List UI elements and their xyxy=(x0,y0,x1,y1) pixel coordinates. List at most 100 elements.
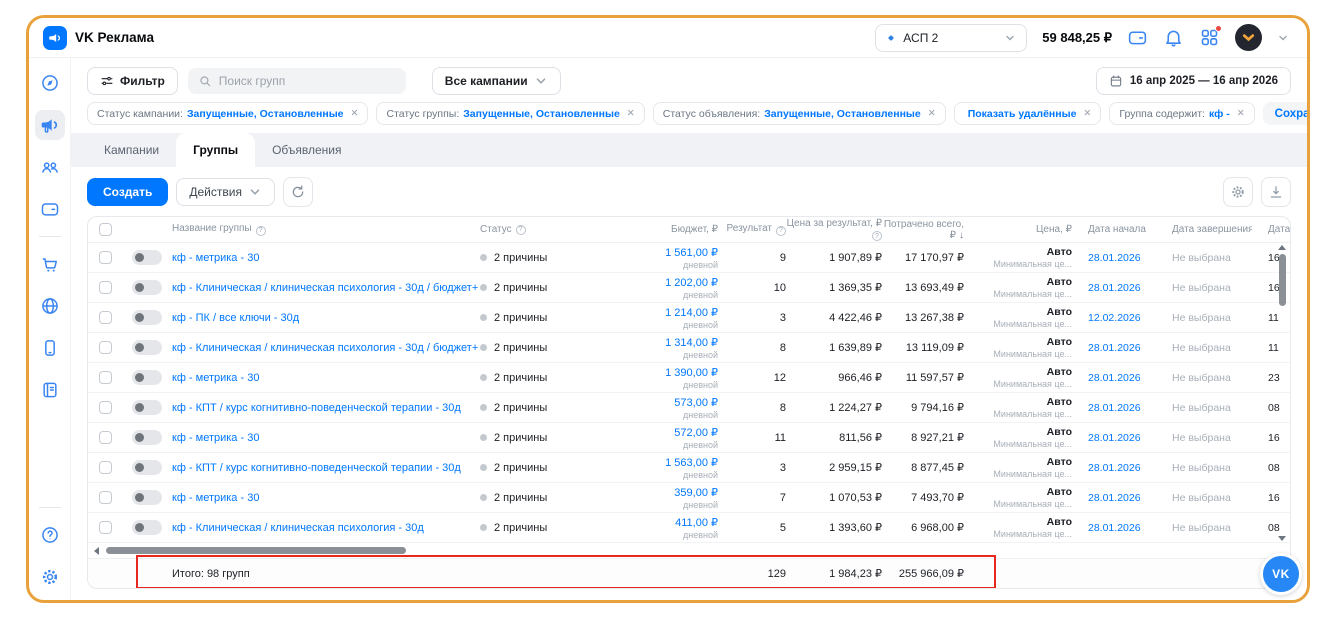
row-toggle[interactable] xyxy=(132,520,162,535)
filter-button[interactable]: Фильтр xyxy=(87,67,178,95)
filter-chip[interactable]: Статус объявления: Запущенные, Остановле… xyxy=(652,102,946,125)
info-icon[interactable] xyxy=(255,225,266,236)
row-checkbox[interactable] xyxy=(98,431,112,444)
row-toggle[interactable] xyxy=(132,340,162,355)
account-selector[interactable]: АСП 2 xyxy=(875,23,1028,52)
group-name-link[interactable]: кф - метрика - 30 xyxy=(172,251,260,264)
info-icon[interactable] xyxy=(515,224,526,235)
start-date-link[interactable]: 28.01.2026 xyxy=(1088,371,1141,384)
chevron-down-icon[interactable] xyxy=(1277,32,1289,44)
table-row[interactable]: кф - Клиническая / клиническая психологи… xyxy=(88,513,1290,543)
table-settings-button[interactable] xyxy=(1223,177,1253,207)
row-toggle[interactable] xyxy=(132,280,162,295)
filter-chip[interactable]: Статус кампании: Запущенные, Остановленн… xyxy=(87,102,369,125)
budget-value[interactable]: 1 202,00 ₽ xyxy=(665,276,718,289)
row-checkbox[interactable] xyxy=(98,521,112,534)
tab-groups[interactable]: Группы xyxy=(176,133,256,167)
budget-value[interactable]: 1 563,00 ₽ xyxy=(665,456,718,469)
row-toggle[interactable] xyxy=(132,310,162,325)
budget-value[interactable]: 573,00 ₽ xyxy=(674,396,718,409)
start-date-link[interactable]: 28.01.2026 xyxy=(1088,521,1141,534)
audience-icon[interactable] xyxy=(35,152,65,182)
status-text[interactable]: 2 причины xyxy=(494,251,548,264)
status-text[interactable]: 2 причины xyxy=(494,491,548,504)
filter-chip[interactable]: Показать удалённые xyxy=(953,102,1102,125)
tab-campaigns[interactable]: Кампании xyxy=(104,143,160,157)
compass-icon[interactable] xyxy=(35,68,65,98)
row-checkbox[interactable] xyxy=(98,311,112,324)
date-range-picker[interactable]: 16 апр 2025 — 16 апр 2026 xyxy=(1095,67,1291,95)
start-date-link[interactable]: 12.02.2026 xyxy=(1088,311,1141,324)
actions-dropdown[interactable]: Действия xyxy=(176,178,275,206)
status-text[interactable]: 2 причины xyxy=(494,461,548,474)
row-checkbox[interactable] xyxy=(98,461,112,474)
status-text[interactable]: 2 причины xyxy=(494,401,548,414)
create-button[interactable]: Создать xyxy=(87,178,169,206)
status-text[interactable]: 2 причины xyxy=(494,431,548,444)
group-name-link[interactable]: кф - метрика - 30 xyxy=(172,371,260,384)
table-row[interactable]: кф - метрика - 30 2 причины 572,00 ₽ дне… xyxy=(88,423,1290,453)
bell-icon[interactable] xyxy=(1163,27,1184,48)
group-name-link[interactable]: кф - КПТ / курс когнитивно-поведенческой… xyxy=(172,401,461,414)
row-checkbox[interactable] xyxy=(98,251,112,264)
row-toggle[interactable] xyxy=(132,370,162,385)
group-name-link[interactable]: кф - ПК / все ключи - 30д xyxy=(172,311,300,324)
gear-icon[interactable] xyxy=(35,562,65,592)
group-name-link[interactable]: кф - метрика - 30 xyxy=(172,491,260,504)
status-text[interactable]: 2 причины xyxy=(494,371,548,384)
filter-chip[interactable]: Статус группы: Запущенные, Остановленные xyxy=(376,102,645,125)
close-icon[interactable] xyxy=(1083,108,1091,119)
table-row[interactable]: кф - метрика - 30 2 причины 1 390,00 ₽ д… xyxy=(88,363,1290,393)
group-name-link[interactable]: кф - метрика - 30 xyxy=(172,431,260,444)
start-date-link[interactable]: 28.01.2026 xyxy=(1088,431,1141,444)
start-date-link[interactable]: 28.01.2026 xyxy=(1088,281,1141,294)
column-header-cost-per-result[interactable]: Цена за результат, ₽ xyxy=(786,218,882,242)
start-date-link[interactable]: 28.01.2026 xyxy=(1088,491,1141,504)
column-header-price[interactable]: Цена, ₽ xyxy=(1036,224,1072,235)
table-row[interactable]: кф - Клиническая / клиническая психологи… xyxy=(88,333,1290,363)
phone-icon[interactable] xyxy=(35,333,65,363)
wallet-icon[interactable] xyxy=(35,194,65,224)
budget-value[interactable]: 1 390,00 ₽ xyxy=(665,366,718,379)
filter-chip[interactable]: Группа содержит: кф - xyxy=(1109,102,1255,125)
group-name-link[interactable]: кф - Клиническая / клиническая психологи… xyxy=(172,341,479,354)
budget-value[interactable]: 572,00 ₽ xyxy=(674,426,718,439)
row-toggle[interactable] xyxy=(132,430,162,445)
export-download-button[interactable] xyxy=(1261,177,1291,207)
search-input[interactable] xyxy=(218,74,396,88)
column-header-budget[interactable]: Бюджет, ₽ xyxy=(671,224,718,235)
status-text[interactable]: 2 причины xyxy=(494,311,548,324)
wallet-icon[interactable] xyxy=(1127,27,1148,48)
vertical-scroll-track[interactable] xyxy=(1278,250,1286,536)
group-name-link[interactable]: кф - Клиническая / клиническая психологи… xyxy=(172,521,424,534)
row-toggle[interactable] xyxy=(132,460,162,475)
vertical-scroll-thumb[interactable] xyxy=(1278,254,1286,306)
avatar[interactable] xyxy=(1235,24,1262,51)
budget-value[interactable]: 1 314,00 ₽ xyxy=(665,336,718,349)
row-checkbox[interactable] xyxy=(98,371,112,384)
tab-ads[interactable]: Объявления xyxy=(272,143,342,157)
save-filter-button[interactable]: Сохранить xyxy=(1262,102,1307,125)
table-row[interactable]: кф - ПК / все ключи - 30д 2 причины 1 21… xyxy=(88,303,1290,333)
info-icon[interactable] xyxy=(872,231,882,242)
row-checkbox[interactable] xyxy=(98,281,112,294)
row-toggle[interactable] xyxy=(132,490,162,505)
campaigns-dropdown[interactable]: Все кампании xyxy=(431,67,561,95)
close-icon[interactable] xyxy=(1237,108,1245,119)
megaphone-icon[interactable] xyxy=(34,110,65,140)
horizontal-scroll-thumb[interactable] xyxy=(106,547,406,554)
start-date-link[interactable]: 28.01.2026 xyxy=(1088,251,1141,264)
journal-icon[interactable] xyxy=(35,375,65,405)
budget-value[interactable]: 359,00 ₽ xyxy=(674,486,718,499)
table-row[interactable]: кф - КПТ / курс когнитивно-поведенческой… xyxy=(88,453,1290,483)
budget-value[interactable]: 411,00 ₽ xyxy=(675,516,718,529)
status-text[interactable]: 2 причины xyxy=(494,521,548,534)
table-row[interactable]: кф - метрика - 30 2 причины 359,00 ₽ дне… xyxy=(88,483,1290,513)
start-date-link[interactable]: 28.01.2026 xyxy=(1088,461,1141,474)
close-icon[interactable] xyxy=(627,108,635,119)
status-text[interactable]: 2 причины xyxy=(494,341,548,354)
budget-value[interactable]: 1 561,00 ₽ xyxy=(665,246,718,259)
refresh-button[interactable] xyxy=(282,177,313,207)
select-all-checkbox[interactable] xyxy=(98,223,112,236)
column-header-created-date[interactable]: Дата создания xyxy=(1268,224,1291,235)
